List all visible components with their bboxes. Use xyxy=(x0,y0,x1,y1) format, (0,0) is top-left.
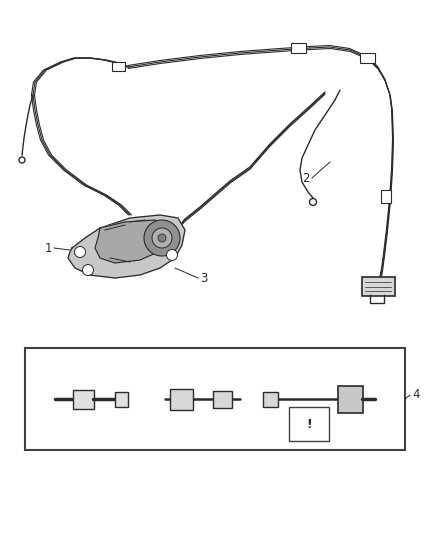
FancyBboxPatch shape xyxy=(212,391,232,408)
Circle shape xyxy=(166,249,177,261)
FancyBboxPatch shape xyxy=(73,390,93,408)
Polygon shape xyxy=(95,220,168,263)
Text: 2: 2 xyxy=(303,172,310,184)
FancyBboxPatch shape xyxy=(361,277,395,295)
Circle shape xyxy=(144,220,180,256)
Circle shape xyxy=(158,234,166,242)
FancyBboxPatch shape xyxy=(360,52,374,62)
Circle shape xyxy=(152,228,172,248)
FancyBboxPatch shape xyxy=(114,392,127,407)
Text: !: ! xyxy=(306,417,312,431)
FancyBboxPatch shape xyxy=(338,385,363,413)
FancyBboxPatch shape xyxy=(170,389,192,409)
Text: 1: 1 xyxy=(45,241,52,254)
FancyBboxPatch shape xyxy=(289,407,329,441)
Circle shape xyxy=(74,246,85,257)
Text: 3: 3 xyxy=(200,271,207,285)
FancyBboxPatch shape xyxy=(381,190,391,203)
Circle shape xyxy=(19,157,25,163)
FancyBboxPatch shape xyxy=(262,392,278,407)
Circle shape xyxy=(82,264,93,276)
Circle shape xyxy=(310,198,317,206)
FancyBboxPatch shape xyxy=(112,61,124,70)
FancyBboxPatch shape xyxy=(290,43,305,52)
Bar xyxy=(25,348,405,450)
Polygon shape xyxy=(68,215,185,278)
Text: 4: 4 xyxy=(412,389,420,401)
